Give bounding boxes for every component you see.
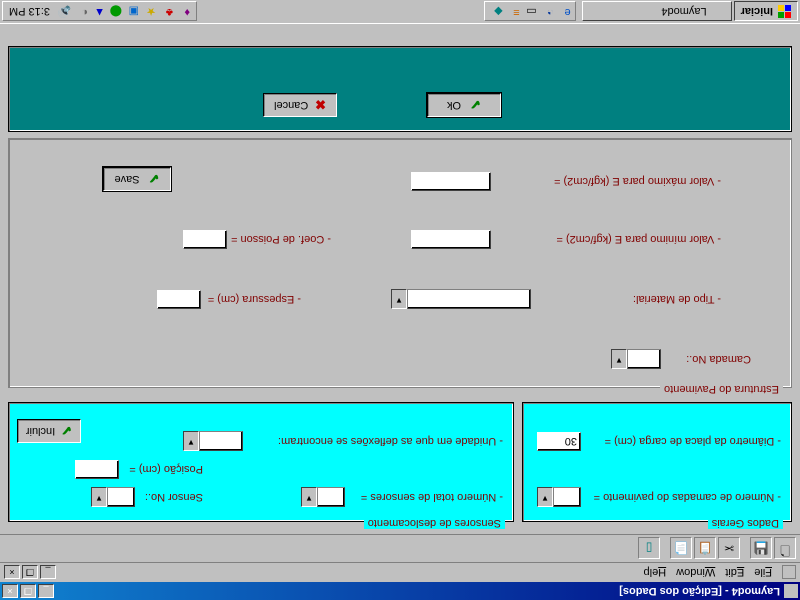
chevron-down-icon[interactable]: ▼	[611, 349, 627, 369]
system-tray: ♦ ♣ ★ ▣ ⬤ ▲ ◐ 🔊 3:13 PM	[2, 2, 197, 22]
field-coef-poisson[interactable]	[183, 230, 227, 249]
combo-sensor-no[interactable]: ▼	[91, 487, 135, 507]
label-sensor-no: Sensor No.:	[145, 491, 203, 503]
app-icon[interactable]: ◆	[489, 5, 503, 19]
channels-icon[interactable]: ≡	[506, 5, 520, 19]
tray-icon-2[interactable]: ♣	[159, 5, 173, 19]
group-estrutura: Estrutura do Pavimento Camada No.: ▼ - T…	[8, 138, 792, 388]
field-posicao[interactable]	[75, 460, 119, 479]
tray-icon-7[interactable]: ◐	[74, 5, 88, 19]
client-area: Dados Gerais - Número de camadas do pavi…	[2, 24, 798, 534]
legend-sensores: Sensores de deslocamento	[364, 517, 505, 529]
legend-dados-gerais: Dados Gerais	[708, 517, 783, 529]
ok-button[interactable]: Ok	[427, 93, 501, 117]
group-dados-gerais: Dados Gerais - Número de camadas do pavi…	[522, 402, 792, 522]
label-num-sensores: - Número total de sensores =	[361, 491, 503, 503]
windows-logo-icon	[777, 5, 791, 19]
combo-num-sensores[interactable]: ▼	[301, 487, 345, 507]
menu-file[interactable]: File	[754, 567, 772, 579]
menubar: File Edit Window Help _ ❐ ×	[0, 562, 800, 582]
task-app-icon	[711, 5, 725, 19]
mdi-icon	[782, 566, 796, 580]
start-label: Iniciar	[741, 6, 773, 18]
tray-icon-8[interactable]: 🔊	[57, 5, 71, 19]
field-valor-min[interactable]	[411, 230, 491, 249]
tray-icon-1[interactable]: ♦	[176, 5, 190, 19]
new-icon[interactable]: 🗋	[774, 538, 796, 560]
cancel-button[interactable]: Cancel	[263, 93, 337, 117]
label-valor-max: - Valor máximo para E (kgf/cm2) =	[554, 175, 721, 187]
save-label: Save	[114, 173, 139, 185]
taskbar: Iniciar Laymod4 e ◔ ▭ ≡ ◆ ♦ ♣ ★ ▣ ⬤ ▲ ◐ …	[0, 0, 800, 24]
legend-estrutura: Estrutura do Pavimento	[660, 383, 783, 395]
start-button[interactable]: Iniciar	[734, 2, 798, 22]
save-icon[interactable]: 💾	[750, 538, 772, 560]
label-coef-poisson: - Coef. de Poisson =	[231, 233, 331, 245]
group-sensores: Sensores de deslocamento - Número total …	[8, 402, 514, 522]
app-title: Laymod4 - [Edição dos Dados]	[54, 585, 780, 597]
label-posicao: Posição (cm) =	[129, 463, 203, 475]
label-valor-min: - Valor mínimo para E (kgf/cm2) =	[556, 233, 721, 245]
tray-icon-3[interactable]: ★	[142, 5, 156, 19]
incluir-button[interactable]: Incluir	[17, 419, 81, 443]
tool-icon[interactable]: ▯	[638, 538, 660, 560]
chevron-down-icon[interactable]: ▼	[537, 487, 553, 507]
ok-label: Ok	[447, 99, 461, 111]
save-button[interactable]: Save	[103, 167, 171, 191]
ie-icon[interactable]: e	[557, 5, 571, 19]
field-diametro[interactable]	[537, 432, 581, 451]
app-titlebar: Laymod4 - [Edição dos Dados] _ ❐ ×	[0, 582, 800, 600]
quick-launch: e ◔ ▭ ≡ ◆	[484, 2, 576, 22]
mdi-minimize-button[interactable]: _	[40, 566, 56, 580]
combo-tipo-material[interactable]: ▼	[391, 289, 531, 309]
menu-edit[interactable]: Edit	[725, 567, 744, 579]
label-espessura: - Espessura (cm) =	[208, 293, 301, 305]
menu-help[interactable]: Help	[644, 567, 667, 579]
combo-camada-no[interactable]: ▼	[611, 349, 661, 369]
combo-unidade[interactable]: ▼	[183, 431, 243, 451]
tray-icon-5[interactable]: ⬤	[108, 5, 122, 19]
minimize-button[interactable]: _	[38, 584, 54, 598]
menu-window[interactable]: Window	[676, 567, 715, 579]
label-unidade: - Unidade em que as deflexões se encontr…	[278, 435, 503, 447]
label-num-camadas: - Número de camadas do pavimento =	[594, 491, 781, 503]
label-tipo-material: - Tipo de Material:	[633, 293, 721, 305]
paste-icon[interactable]: 📄	[670, 538, 692, 560]
task-label: Laymod4	[661, 6, 706, 18]
tray-icon-4[interactable]: ▣	[125, 5, 139, 19]
tray-icon-6[interactable]: ▲	[91, 5, 105, 19]
copy-icon[interactable]: 📋	[694, 538, 716, 560]
cancel-label: Cancel	[274, 99, 308, 111]
incluir-label: Incluir	[26, 425, 55, 437]
x-icon	[314, 98, 326, 112]
toolbar: 🗋 💾 ✂ 📋 📄 ▯	[0, 534, 800, 562]
chevron-down-icon[interactable]: ▼	[301, 487, 317, 507]
chevron-down-icon[interactable]: ▼	[391, 289, 407, 309]
task-button-laymod4[interactable]: Laymod4	[582, 2, 732, 22]
maximize-button[interactable]: ❐	[20, 584, 36, 598]
footer-panel: Ok Cancel	[8, 46, 792, 132]
mdi-maximize-button[interactable]: ❐	[22, 566, 38, 580]
desktop-icon[interactable]: ▭	[523, 5, 537, 19]
field-valor-max[interactable]	[411, 172, 491, 191]
field-espessura[interactable]	[157, 290, 201, 309]
chevron-down-icon[interactable]: ▼	[91, 487, 107, 507]
check-icon	[61, 424, 72, 438]
outlook-icon[interactable]: ◔	[540, 5, 554, 19]
check-icon	[146, 172, 160, 186]
label-camada-no: Camada No.:	[686, 353, 751, 365]
mdi-close-button[interactable]: ×	[4, 566, 20, 580]
check-icon	[467, 98, 481, 112]
clock[interactable]: 3:13 PM	[9, 6, 50, 18]
close-button[interactable]: ×	[2, 584, 18, 598]
cut-icon[interactable]: ✂	[718, 538, 740, 560]
label-diametro: - Diâmetro da placa de carga (cm) =	[605, 435, 781, 447]
app-icon	[784, 584, 798, 598]
combo-num-camadas[interactable]: ▼	[537, 487, 581, 507]
chevron-down-icon[interactable]: ▼	[183, 431, 199, 451]
